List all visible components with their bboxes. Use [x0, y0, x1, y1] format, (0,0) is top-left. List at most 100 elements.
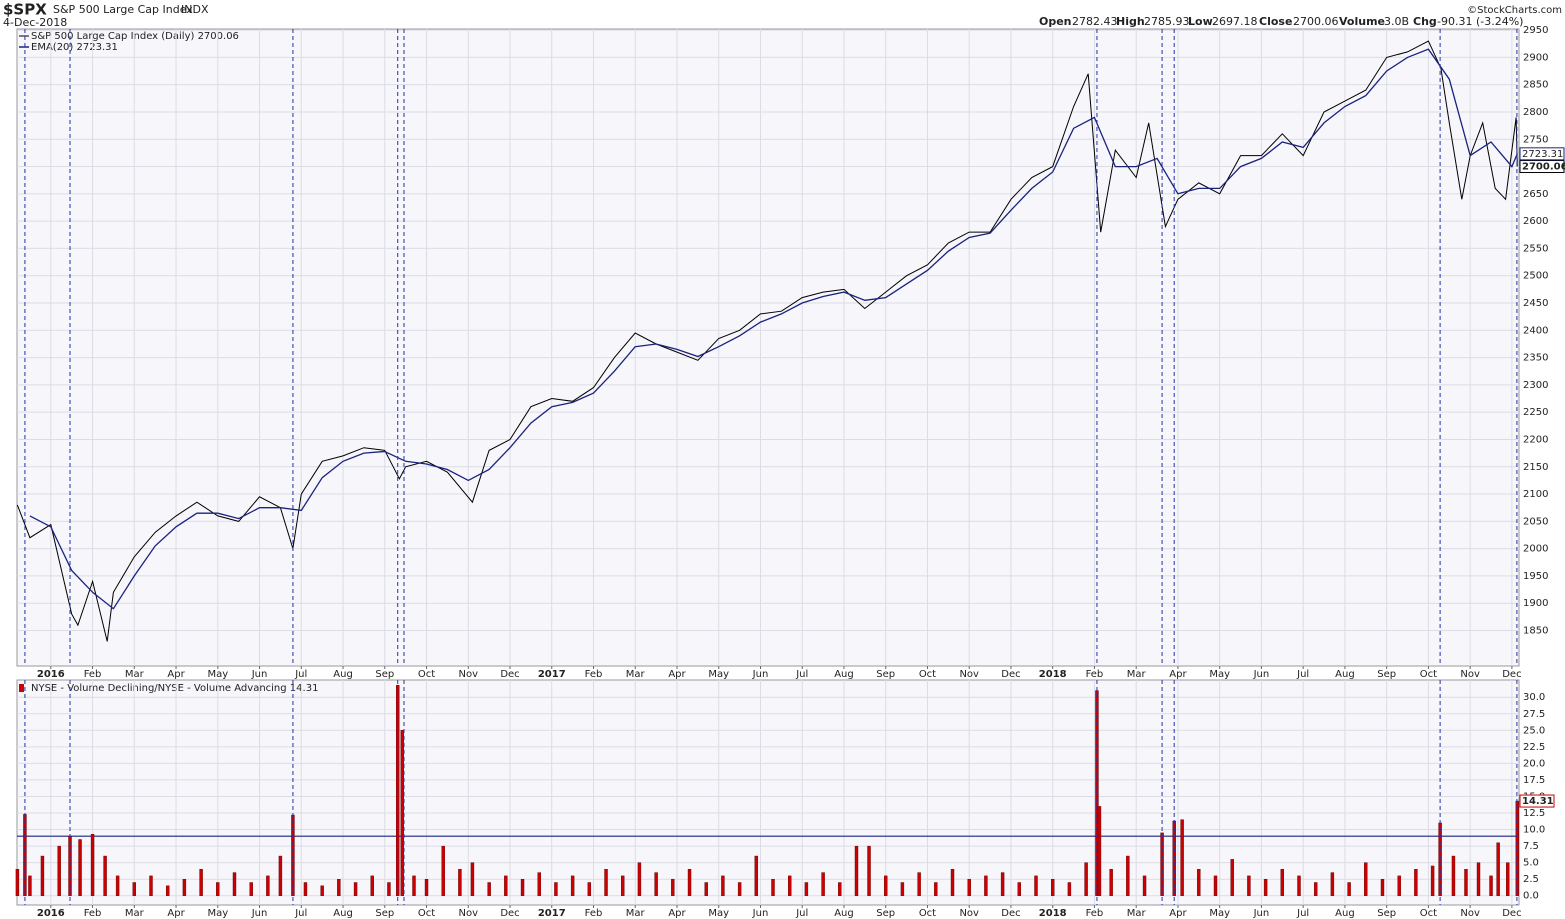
x-tick-label: May [207, 669, 228, 680]
x-tick-label: Mar [626, 669, 646, 680]
bar [838, 882, 842, 896]
y-tick-label: 2100 [1523, 489, 1548, 500]
y-tick-label: 1950 [1523, 571, 1548, 582]
x-tick-label: Sep [1377, 669, 1396, 680]
bar [520, 878, 525, 896]
x-tick-label: Jun [251, 669, 268, 680]
bar [984, 875, 988, 896]
x-tick-label: Jul [795, 669, 808, 680]
ratio-title: NYSE - Volume Declining/NYSE - Volume Ad… [31, 683, 318, 694]
security-name: S&P 500 Large Cap Index [53, 3, 193, 16]
y-tick-label: 2350 [1523, 353, 1548, 364]
x-tick-label: 2016 [37, 669, 65, 680]
value-tag-text: 2700.06 [1522, 162, 1565, 173]
bar [1230, 859, 1234, 896]
chg-value: -90.31 (-3.24%) [1437, 15, 1523, 28]
x-tick-label: Nov [1460, 908, 1480, 919]
x-tick-label: May [708, 669, 729, 680]
x-tick-label: Dec [500, 669, 519, 680]
y-tick-label: 2800 [1523, 107, 1548, 118]
x-tick-label: Oct [1420, 908, 1437, 919]
bar [1109, 869, 1113, 896]
x-tick-label: Jun [251, 908, 268, 919]
x-tick-label: Nov [1460, 669, 1480, 680]
bar [967, 878, 971, 896]
x-tick-label: Feb [1086, 669, 1104, 680]
y-tick-label: 2600 [1523, 216, 1548, 227]
bar [1142, 875, 1147, 896]
x-tick-label: Sep [375, 908, 394, 919]
bar [132, 882, 137, 896]
price-line [29, 48, 1518, 610]
price-panel [16, 28, 1520, 667]
date: 4-Dec-2018 [3, 16, 67, 29]
y-tick-label: 2450 [1523, 298, 1548, 309]
bar [1263, 878, 1268, 896]
legend-ema: EMA(20) 2723.31 [31, 42, 118, 53]
bar [387, 882, 391, 896]
x-tick-label: Apr [167, 908, 185, 919]
y-tick-label: 2650 [1523, 189, 1548, 200]
legend-price: S&P 500 Large Cap Index (Daily) 2700.06 [31, 31, 239, 42]
bar [182, 878, 187, 896]
x-tick-label: Feb [585, 669, 603, 680]
bar [1451, 855, 1456, 896]
y-tick-label: 2250 [1523, 407, 1548, 418]
x-tick-label: Oct [919, 908, 936, 919]
y-tick-label: 10.0 [1523, 825, 1545, 836]
bar [884, 875, 888, 896]
exchange: INDX [181, 3, 209, 16]
bar [232, 872, 237, 896]
bar [15, 869, 20, 896]
bar [458, 869, 462, 896]
bar [424, 878, 429, 896]
x-tick-label: Nov [959, 669, 979, 680]
y-tick-label: 0.0 [1523, 891, 1539, 902]
x-tick-label: Aug [1335, 908, 1355, 919]
bar [166, 885, 170, 896]
x-tick-label: Jun [752, 669, 769, 680]
bar [554, 882, 558, 896]
bar [370, 875, 374, 896]
price-line [16, 40, 1518, 642]
x-tick-label: Dec [500, 908, 519, 919]
bar [1247, 875, 1251, 896]
bar [788, 875, 792, 896]
bar [821, 872, 825, 896]
bar [1330, 872, 1335, 896]
bar [1067, 882, 1072, 896]
bar [504, 875, 508, 896]
bar [537, 872, 541, 896]
bar [115, 875, 120, 896]
x-tick-label: Mar [1127, 669, 1147, 680]
volume-value: 3.0B [1384, 15, 1409, 28]
bar [216, 882, 220, 896]
bar [78, 839, 82, 896]
bar [470, 862, 475, 896]
bar [804, 882, 809, 896]
x-tick-label: Aug [1335, 669, 1355, 680]
y-tick-label: 2900 [1523, 52, 1548, 63]
bar [103, 855, 107, 896]
x-tick-label: Oct [919, 669, 936, 680]
volume-label: Volume [1339, 15, 1385, 28]
bar [1051, 878, 1055, 896]
x-tick-label: May [207, 908, 228, 919]
value-tag-text: 2723.31 [1522, 149, 1563, 160]
symbol: $SPX [3, 1, 47, 19]
bar [1084, 862, 1088, 896]
bar [1126, 855, 1130, 896]
legend-swatch [19, 684, 24, 692]
bar [1197, 869, 1201, 896]
bar [412, 875, 416, 896]
bar [1496, 842, 1500, 896]
open-value: 2782.43 [1072, 15, 1118, 28]
bar [400, 730, 405, 896]
bar [587, 882, 592, 896]
bar [266, 875, 270, 896]
x-tick-label: Dec [1502, 669, 1521, 680]
x-tick-label: Jun [752, 908, 769, 919]
y-tick-label: 2850 [1523, 80, 1548, 91]
x-tick-label: 2018 [1039, 908, 1067, 919]
